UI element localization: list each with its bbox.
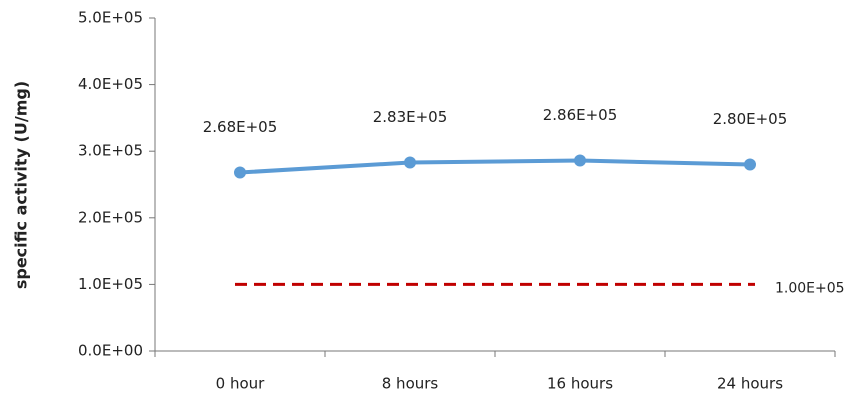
- y-tick-label: 4.0E+05: [78, 75, 143, 93]
- data-label: 2.80E+05: [713, 110, 788, 128]
- y-axis-label: specific activity (U/mg): [12, 81, 31, 289]
- data-point: [744, 158, 756, 171]
- series-line: [239, 158, 751, 175]
- x-tick-label: 8 hours: [382, 375, 439, 393]
- data-label: 2.83E+05: [373, 108, 448, 126]
- data-label: 2.86E+05: [543, 106, 618, 124]
- y-tick-label: 1.0E+05: [78, 275, 143, 293]
- data-point: [404, 156, 416, 169]
- x-tick-label: 16 hours: [547, 375, 613, 393]
- data-point: [234, 166, 246, 179]
- y-tick-label: 3.0E+05: [78, 142, 143, 160]
- y-tick-label: 0.0E+00: [78, 342, 143, 360]
- y-tick-label: 5.0E+05: [78, 9, 143, 27]
- data-point: [574, 154, 586, 167]
- x-tick-label: 0 hour: [216, 375, 266, 393]
- y-tick-label: 2.0E+05: [78, 208, 143, 226]
- x-tick-label: 24 hours: [717, 375, 783, 393]
- reference-label: 1.00E+05: [775, 280, 845, 296]
- data-label: 2.68E+05: [203, 118, 278, 136]
